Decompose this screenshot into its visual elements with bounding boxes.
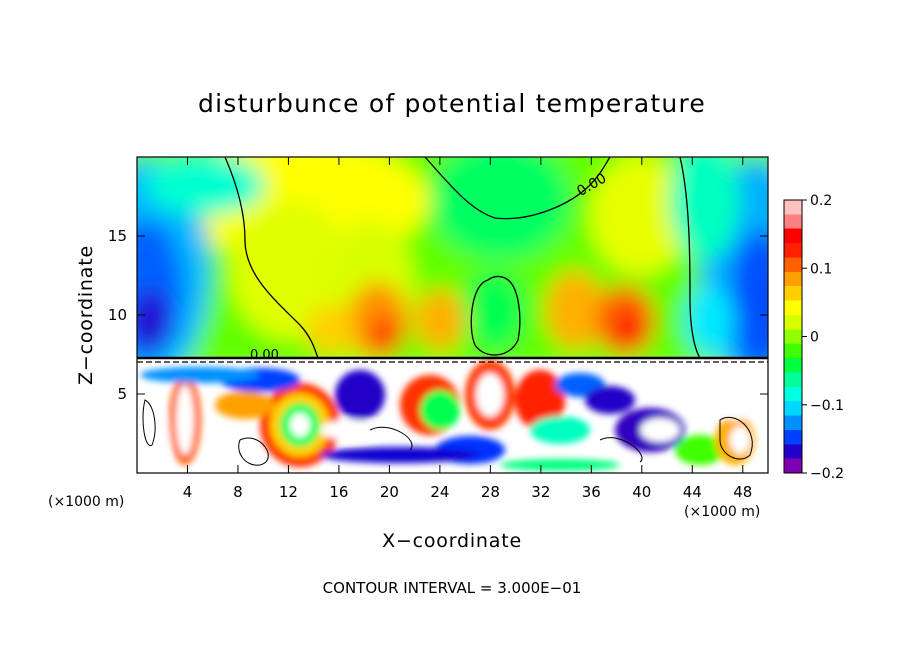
x-tick-label: 16	[329, 483, 348, 501]
contour-label: 0.00	[250, 348, 279, 363]
y-axis-title: Z−coordinate	[75, 245, 97, 385]
colorbar: 0.2 0.1 0 −0.1 −0.2	[783, 193, 844, 482]
x-tick-label: 24	[430, 483, 449, 501]
colorbar-ticks: 0.2 0.1 0 −0.1 −0.2	[802, 193, 844, 482]
upper-field	[137, 157, 768, 380]
x-tick-label: 4	[183, 483, 193, 501]
colorbar-tick-label: 0.2	[810, 193, 832, 209]
x-tick-label: 48	[733, 483, 752, 501]
x-tick-label: 32	[531, 483, 550, 501]
x-tick-label: 12	[279, 483, 298, 501]
colorbar-tick-label: −0.2	[810, 466, 844, 482]
x-axis-title: X−coordinate	[382, 530, 522, 552]
x-tick-label: 20	[380, 483, 399, 501]
heatmap-field	[137, 157, 768, 473]
y-tick-label: 5	[117, 385, 127, 403]
x-axis-ticks: 4 8 12 16 20 24 28 32 36 40 44 48	[183, 157, 752, 501]
x-tick-label: 36	[582, 483, 601, 501]
colorbar-tick-label: 0.1	[810, 261, 832, 277]
x-unit-right: (×1000 m)	[684, 504, 760, 520]
x-unit-left: (×1000 m)	[48, 494, 124, 510]
contour-interval-note: CONTOUR INTERVAL = 3.000E−01	[323, 579, 582, 597]
x-tick-label: 28	[481, 483, 500, 501]
colorbar-tick-label: −0.1	[810, 398, 844, 414]
y-axis-ticks: 5 10 15	[108, 227, 768, 403]
colorbar-scale	[784, 200, 802, 473]
colorbar-tick-label: 0	[810, 330, 819, 346]
x-tick-label: 8	[233, 483, 243, 501]
x-tick-label: 44	[683, 483, 702, 501]
y-tick-label: 10	[108, 306, 127, 324]
y-tick-label: 15	[108, 227, 127, 245]
contour-lines	[137, 157, 768, 466]
x-tick-label: 40	[632, 483, 651, 501]
chart-title: disturbunce of potential temperature	[198, 89, 706, 118]
